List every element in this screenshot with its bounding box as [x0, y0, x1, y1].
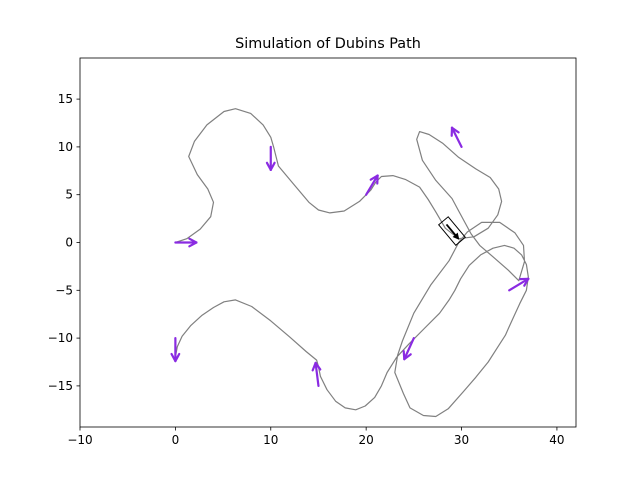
x-tick-label: 30: [454, 433, 469, 447]
y-tick-label: −5: [55, 283, 73, 297]
x-axis: −10 0 10 20 30 40: [67, 427, 565, 447]
waypoint-arrow: [170, 336, 181, 363]
vehicle-marker: [437, 216, 467, 247]
waypoint-arrow: [402, 336, 415, 361]
vehicle-heading-arrowhead: [452, 232, 460, 240]
y-tick-label: −10: [48, 331, 73, 345]
y-tick-label: 10: [58, 140, 73, 154]
waypoint-arrow: [265, 145, 276, 171]
y-axis: −15 −10 −5 0 5 10 15: [48, 92, 80, 393]
y-tick-label: 15: [58, 92, 73, 106]
waypoint-arrow: [365, 174, 379, 196]
x-tick-label: 10: [263, 433, 278, 447]
chart-title: Simulation of Dubins Path: [235, 36, 421, 52]
y-tick-label: 5: [65, 188, 73, 202]
x-tick-label: −10: [67, 433, 92, 447]
waypoint-arrow: [311, 361, 322, 387]
x-tick-label: 0: [172, 433, 180, 447]
waypoint-arrow: [174, 237, 198, 248]
y-tick-label: −15: [48, 379, 73, 393]
dubins-path-line: [174, 108, 529, 418]
y-tick-label: 0: [65, 236, 73, 250]
x-tick-label: 20: [359, 433, 374, 447]
plot-content: [170, 108, 530, 418]
plot-frame: [79, 57, 577, 428]
x-tick-label: 40: [549, 433, 564, 447]
waypoint-arrow: [450, 126, 463, 149]
waypoint-arrow: [508, 277, 530, 292]
